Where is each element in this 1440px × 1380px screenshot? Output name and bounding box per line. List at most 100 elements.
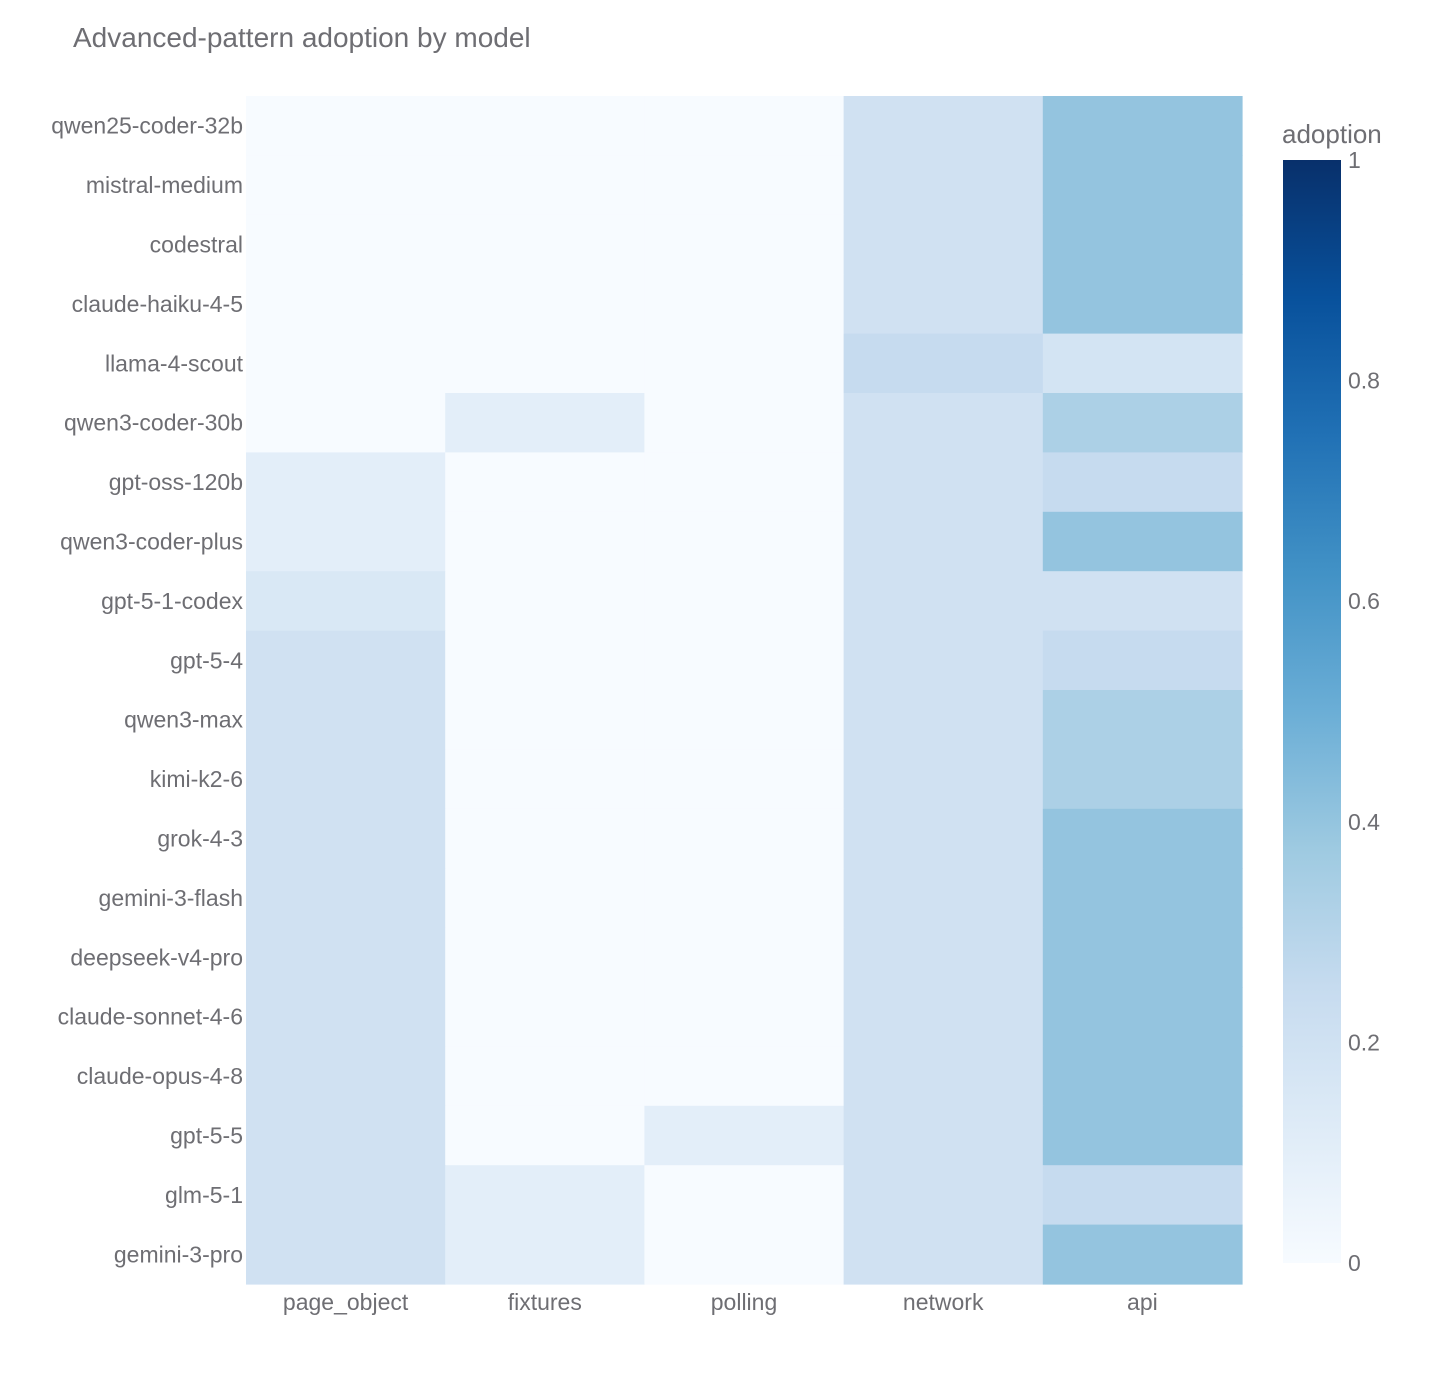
- heatmap-cell-claude-opus-4-8-network: [843, 1046, 1044, 1107]
- heatmap-cell-qwen3-max-page-object: [246, 690, 446, 750]
- y-tick-label: grok-4-3: [157, 826, 243, 852]
- heatmap-cell-grok-4-3-page-object: [246, 808, 446, 869]
- heatmap-cell-glm-5-1-fixtures: [445, 1165, 645, 1226]
- heatmap-cell-claude-sonnet-4-6-fixtures: [445, 987, 645, 1047]
- x-tick-label: network: [903, 1289, 984, 1315]
- heatmap-cell-kimi-k2-6-network: [843, 749, 1044, 810]
- y-tick-label: gpt-5-5: [170, 1123, 243, 1149]
- heatmap-cell-claude-opus-4-8-api: [1042, 1046, 1243, 1107]
- y-tick-label: gemini-3-flash: [99, 885, 243, 911]
- heatmap-cell-mistral-medium-api: [1042, 155, 1243, 216]
- heatmap-cell-gpt-5-5-page-object: [246, 1105, 446, 1166]
- heatmap-cell-qwen3-coder-30b-api: [1042, 393, 1243, 453]
- colorbar-tick-label: 0.2: [1348, 1029, 1380, 1055]
- heatmap-cells: [246, 96, 1243, 1285]
- y-tick-label: deepseek-v4-pro: [70, 944, 243, 970]
- heatmap-cell-claude-opus-4-8-polling: [644, 1046, 845, 1107]
- heatmap-cell-qwen3-max-api: [1042, 690, 1243, 750]
- heatmap-cell-qwen3-coder-plus-api: [1042, 511, 1243, 572]
- y-tick-label: codestral: [150, 232, 243, 258]
- heatmap-cell-glm-5-1-network: [843, 1165, 1044, 1226]
- heatmap-cell-gemini-3-flash-page-object: [246, 868, 446, 929]
- x-tick-label: polling: [711, 1289, 778, 1315]
- heatmap-cell-claude-opus-4-8-fixtures: [445, 1046, 645, 1107]
- y-tick-label: mistral-medium: [86, 172, 243, 198]
- heatmap-cell-kimi-k2-6-polling: [644, 749, 845, 810]
- heatmap-cell-claude-haiku-4-5-api: [1042, 274, 1243, 335]
- heatmap-cell-deepseek-v4-pro-network: [843, 927, 1044, 988]
- heatmap-cell-qwen25-coder-32b-fixtures: [445, 96, 645, 156]
- y-tick-label: gpt-5-1-codex: [101, 588, 243, 614]
- heatmap-cell-gemini-3-flash-fixtures: [445, 868, 645, 929]
- heatmap-cell-gpt-5-1-codex-network: [843, 571, 1044, 632]
- heatmap-cell-qwen3-max-network: [843, 690, 1044, 750]
- heatmap-cell-qwen3-max-polling: [644, 690, 845, 750]
- heatmap-cell-glm-5-1-page-object: [246, 1165, 446, 1226]
- y-tick-label: qwen3-max: [124, 707, 243, 733]
- heatmap-cell-codestral-page-object: [246, 214, 446, 275]
- heatmap-cell-gemini-3-pro-fixtures: [445, 1224, 645, 1285]
- y-tick-label: qwen3-coder-plus: [60, 529, 243, 555]
- y-tick-label: qwen25-coder-32b: [51, 113, 243, 139]
- heatmap-cell-gpt-5-1-codex-page-object: [246, 571, 446, 632]
- heatmap-cell-gemini-3-pro-page-object: [246, 1224, 446, 1285]
- heatmap-cell-llama-4-scout-polling: [644, 333, 845, 394]
- chart-title: Advanced-pattern adoption by model: [73, 22, 531, 53]
- heatmap-cell-gpt-5-1-codex-fixtures: [445, 571, 645, 632]
- heatmap-cell-glm-5-1-polling: [644, 1165, 845, 1226]
- y-tick-label: qwen3-coder-30b: [64, 410, 243, 436]
- y-tick-label: claude-opus-4-8: [77, 1063, 243, 1089]
- heatmap-cell-gpt-oss-120b-network: [843, 452, 1044, 513]
- heatmap-cell-llama-4-scout-api: [1042, 333, 1243, 394]
- heatmap-cell-qwen25-coder-32b-api: [1042, 96, 1243, 156]
- heatmap-cell-qwen3-coder-30b-page-object: [246, 393, 446, 453]
- colorbar-gradient: [1283, 160, 1341, 1263]
- heatmap-cell-claude-sonnet-4-6-api: [1042, 987, 1243, 1047]
- y-tick-label: gpt-5-4: [170, 647, 243, 673]
- y-tick-label: gemini-3-pro: [114, 1241, 243, 1267]
- heatmap-cell-claude-opus-4-8-page-object: [246, 1046, 446, 1107]
- heatmap-cell-claude-sonnet-4-6-page-object: [246, 987, 446, 1047]
- heatmap-cell-gpt-5-5-fixtures: [445, 1105, 645, 1166]
- heatmap-cell-kimi-k2-6-page-object: [246, 749, 446, 810]
- x-tick-label: page_object: [283, 1289, 409, 1315]
- colorbar: adoption 0 0.2 0.4 0.6 0.8 1: [1282, 119, 1382, 1276]
- heatmap-cell-claude-haiku-4-5-polling: [644, 274, 845, 335]
- y-tick-label: claude-haiku-4-5: [72, 291, 243, 317]
- heatmap-cell-grok-4-3-polling: [644, 808, 845, 869]
- heatmap-cell-gemini-3-pro-api: [1042, 1224, 1243, 1285]
- heatmap-cell-claude-sonnet-4-6-polling: [644, 987, 845, 1047]
- heatmap-cell-gpt-5-4-fixtures: [445, 630, 645, 691]
- heatmap-cell-claude-haiku-4-5-fixtures: [445, 274, 645, 335]
- heatmap-cell-qwen3-coder-30b-polling: [644, 393, 845, 453]
- heatmap-cell-mistral-medium-polling: [644, 155, 845, 216]
- heatmap-cell-claude-haiku-4-5-page-object: [246, 274, 446, 335]
- heatmap-cell-gemini-3-flash-network: [843, 868, 1044, 929]
- heatmap-cell-qwen25-coder-32b-page-object: [246, 96, 446, 156]
- heatmap-cell-gpt-oss-120b-api: [1042, 452, 1243, 513]
- heatmap-cell-claude-sonnet-4-6-network: [843, 987, 1044, 1047]
- heatmap-cell-gpt-5-5-polling: [644, 1105, 845, 1166]
- heatmap-cell-deepseek-v4-pro-polling: [644, 927, 845, 988]
- heatmap-cell-gpt-5-1-codex-polling: [644, 571, 845, 632]
- heatmap-cell-gemini-3-pro-polling: [644, 1224, 845, 1285]
- y-axis-tick-labels: qwen25-coder-32b mistral-medium codestral c…: [51, 113, 243, 1268]
- heatmap-cell-grok-4-3-api: [1042, 808, 1243, 869]
- heatmap-cell-qwen3-max-fixtures: [445, 690, 645, 750]
- colorbar-tick-label: 0: [1348, 1250, 1361, 1276]
- colorbar-tick-label: 0.4: [1348, 809, 1380, 835]
- heatmap-cell-kimi-k2-6-fixtures: [445, 749, 645, 810]
- y-tick-label: claude-sonnet-4-6: [58, 1004, 243, 1030]
- heatmap-cell-qwen3-coder-plus-polling: [644, 511, 845, 572]
- colorbar-tick-label: 0.8: [1348, 368, 1380, 394]
- heatmap-cell-gemini-3-pro-network: [843, 1224, 1044, 1285]
- heatmap-cell-claude-haiku-4-5-network: [843, 274, 1044, 335]
- heatmap-cell-codestral-fixtures: [445, 214, 645, 275]
- heatmap-cell-qwen25-coder-32b-polling: [644, 96, 845, 156]
- heatmap-cell-gpt-5-5-api: [1042, 1105, 1243, 1166]
- heatmap-cell-qwen3-coder-plus-page-object: [246, 511, 446, 572]
- heatmap-cell-deepseek-v4-pro-page-object: [246, 927, 446, 988]
- heatmap-cell-gemini-3-flash-polling: [644, 868, 845, 929]
